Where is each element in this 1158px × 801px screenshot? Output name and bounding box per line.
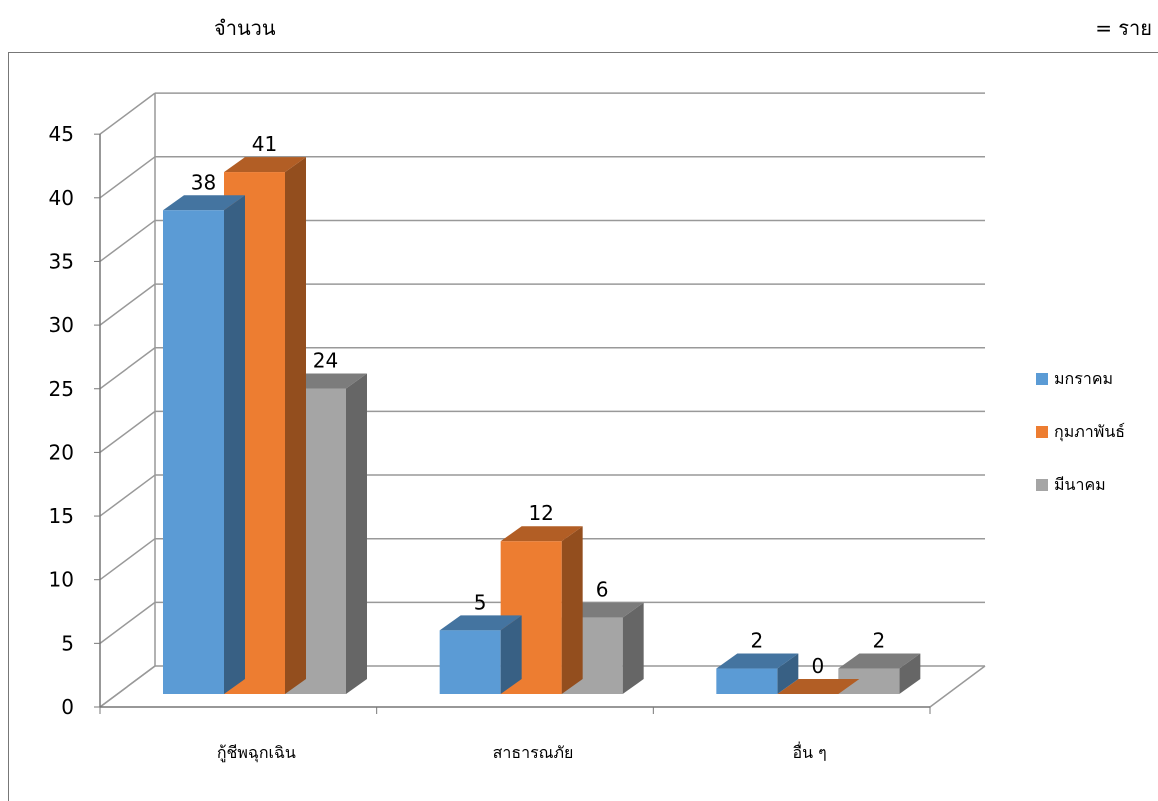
side-gridline <box>99 474 156 517</box>
y-tick-label: 5 <box>61 631 74 655</box>
unit-label: = ราย <box>1095 16 1152 40</box>
y-tick-label: 15 <box>49 504 74 528</box>
side-gridline <box>99 665 156 708</box>
y-tick-label: 35 <box>49 249 74 273</box>
chart-frame <box>8 52 1158 801</box>
y-tick-label: 30 <box>49 313 74 337</box>
y-tick-label: 45 <box>49 122 74 146</box>
y-axis-title: จำนวน <box>214 16 276 40</box>
bar-top <box>500 526 583 542</box>
bar-side <box>346 373 367 694</box>
side-gridline <box>99 219 156 263</box>
legend-label-mar: มีนาคม <box>1054 474 1106 494</box>
bar-side <box>561 526 583 694</box>
data-label: 38 <box>191 170 216 194</box>
legend-label-jan: มกราคม <box>1054 368 1114 388</box>
bar <box>163 210 224 694</box>
y-tick-label: 25 <box>49 377 74 401</box>
legend: มกราคม กุมภาพันธ์ มีนาคม <box>1036 366 1125 525</box>
y-tick-label: 0 <box>61 695 74 719</box>
side-gridline <box>99 601 156 644</box>
bar-side <box>285 157 306 694</box>
legend-swatch-mar <box>1036 479 1048 491</box>
bar-side <box>622 602 644 694</box>
legend-item-mar: มีนาคม <box>1036 472 1125 498</box>
legend-item-jan: มกราคม <box>1036 366 1125 392</box>
bar-side <box>500 615 522 694</box>
legend-swatch-feb <box>1036 426 1048 438</box>
bar <box>716 668 778 694</box>
data-label: 0 <box>811 654 824 678</box>
bar-side <box>899 653 921 694</box>
side-gridline <box>99 410 156 454</box>
x-tick-label: สาธารณภัย <box>493 743 574 762</box>
bar-top <box>777 679 860 694</box>
bar-top <box>439 615 522 631</box>
data-label: 2 <box>872 629 885 653</box>
data-label: 24 <box>313 348 338 372</box>
legend-swatch-jan <box>1036 373 1048 385</box>
side-gridline <box>99 156 156 199</box>
bar-top <box>224 157 306 173</box>
legend-label-feb: กุมภาพันธ์ <box>1054 421 1126 441</box>
data-label: 2 <box>750 629 763 653</box>
side-gridline <box>99 347 156 390</box>
bar-side <box>224 195 245 694</box>
floor-depth-right <box>929 665 986 708</box>
y-tick-label: 40 <box>49 186 74 210</box>
data-label: 6 <box>596 578 609 602</box>
y-tick-label: 10 <box>49 568 74 592</box>
bar-top <box>838 653 921 669</box>
data-label: 5 <box>474 590 487 614</box>
x-tick-label: กู้ชีพฉุกเฉิน <box>217 743 296 763</box>
bar-top <box>716 653 799 669</box>
bar <box>439 630 501 694</box>
data-label: 12 <box>528 501 553 525</box>
bar-top <box>163 195 245 211</box>
side-gridline <box>99 538 156 581</box>
bar-side <box>777 653 799 694</box>
side-gridline <box>99 92 156 135</box>
legend-item-feb: กุมภาพันธ์ <box>1036 419 1125 445</box>
side-gridline <box>99 283 156 326</box>
y-tick-label: 20 <box>49 440 74 464</box>
x-tick-label: อื่น ๆ <box>793 741 827 762</box>
data-label: 41 <box>252 132 277 156</box>
